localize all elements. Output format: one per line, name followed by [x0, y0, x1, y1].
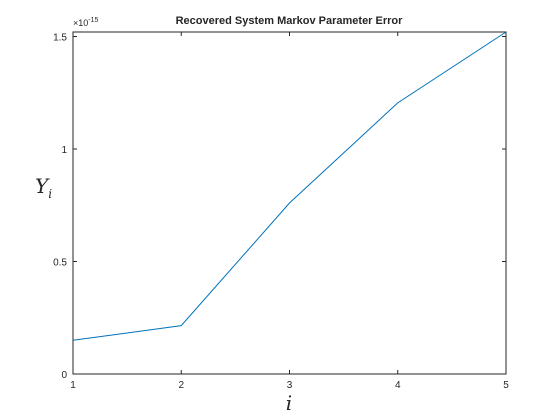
y-axis-multiplier: ×10-15 [73, 17, 99, 28]
x-tick-label: 1 [70, 380, 76, 391]
y-axis-label: Yi [35, 174, 52, 201]
y-tick-label: 1.5 [53, 33, 67, 44]
x-tick-label: 5 [503, 380, 509, 391]
y-multiplier-exponent: -15 [88, 17, 98, 24]
y-tick-label: 1 [61, 145, 67, 156]
y-axis-label-subscript: i [48, 187, 52, 201]
chart-title: Recovered System Markov Parameter Error [176, 15, 404, 27]
y-tick-label: 0 [61, 370, 67, 381]
x-tick-label: 3 [287, 380, 293, 391]
x-axis-label: i [286, 391, 292, 415]
y-multiplier-base: ×10 [73, 18, 88, 28]
x-tick-label: 2 [178, 380, 184, 391]
x-tick-label: 4 [395, 380, 401, 391]
y-tick-label: 0.5 [53, 258, 67, 269]
